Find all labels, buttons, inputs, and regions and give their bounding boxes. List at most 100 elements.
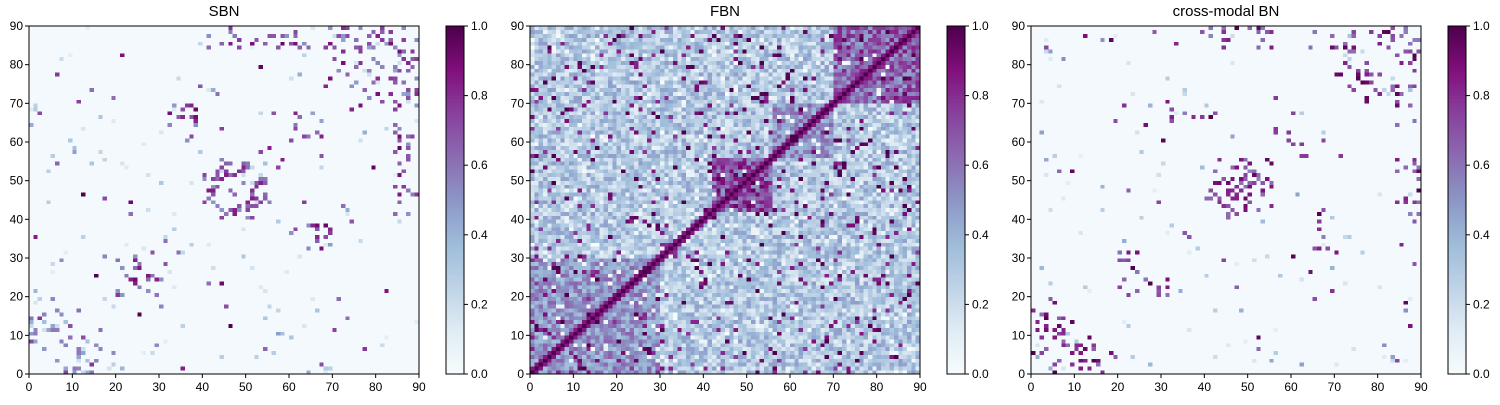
heatmap-cell bbox=[319, 242, 324, 247]
heatmap-cell bbox=[341, 350, 346, 355]
heatmap-cell bbox=[180, 269, 186, 274]
heatmap-cell bbox=[150, 192, 155, 197]
heatmap-cell bbox=[141, 234, 147, 239]
heatmap-cell bbox=[306, 358, 311, 363]
heatmap-cell bbox=[115, 370, 121, 375]
heatmap-cell bbox=[414, 273, 420, 278]
heatmap-cell bbox=[345, 366, 350, 371]
heatmap-cell bbox=[401, 350, 407, 355]
heatmap-cell bbox=[94, 316, 99, 321]
heatmap-cell bbox=[362, 211, 368, 216]
heatmap-cell bbox=[293, 254, 298, 259]
heatmap-cell bbox=[232, 227, 238, 232]
heatmap-cell bbox=[367, 346, 372, 352]
heatmap-cell bbox=[219, 331, 225, 336]
heatmap-cell bbox=[345, 335, 350, 340]
heatmap-cell bbox=[406, 188, 411, 193]
heatmap-cell bbox=[219, 192, 225, 197]
heatmap-cell bbox=[146, 203, 151, 209]
heatmap-cell bbox=[72, 362, 77, 367]
heatmap-cell bbox=[267, 265, 272, 270]
heatmap-cell bbox=[211, 157, 216, 162]
heatmap-cell bbox=[159, 234, 164, 239]
heatmap-cell bbox=[289, 370, 294, 375]
heatmap-cell bbox=[367, 169, 372, 174]
heatmap-cell bbox=[42, 176, 47, 181]
heatmap-cell bbox=[332, 273, 337, 278]
heatmap-cell bbox=[306, 215, 311, 220]
heatmap-cell bbox=[354, 242, 359, 247]
heatmap-cell bbox=[167, 292, 173, 297]
heatmap-cell bbox=[280, 362, 285, 367]
heatmap-cell bbox=[215, 339, 220, 344]
heatmap-cell bbox=[375, 207, 381, 212]
heatmap-cell bbox=[163, 219, 168, 224]
heatmap-cell bbox=[336, 312, 342, 317]
heatmap-cell bbox=[107, 339, 112, 344]
heatmap-cell bbox=[384, 165, 389, 170]
heatmap-cell bbox=[362, 296, 368, 301]
heatmap-cell bbox=[401, 273, 407, 278]
heatmap-cell bbox=[297, 362, 303, 367]
heatmap-cell bbox=[332, 296, 337, 301]
heatmap-cell bbox=[167, 265, 173, 270]
heatmap-cell bbox=[180, 200, 186, 205]
heatmap-cell bbox=[284, 358, 290, 363]
heatmap-cell bbox=[388, 285, 394, 290]
heatmap-cell bbox=[98, 196, 103, 201]
heatmap-cell bbox=[107, 172, 112, 178]
heatmap-cell bbox=[293, 285, 298, 290]
heatmap-cell bbox=[42, 172, 47, 178]
heatmap-cell bbox=[55, 269, 60, 274]
heatmap-cell bbox=[315, 331, 320, 336]
heatmap-cell bbox=[180, 223, 186, 228]
heatmap-cell bbox=[124, 296, 129, 301]
heatmap-cell bbox=[250, 269, 255, 274]
heatmap-cell bbox=[202, 331, 207, 336]
heatmap-cell bbox=[323, 223, 329, 228]
heatmap-cell bbox=[98, 161, 103, 166]
heatmap-cell bbox=[245, 312, 251, 317]
heatmap-cell bbox=[332, 161, 337, 166]
heatmap-cell bbox=[258, 211, 264, 216]
heatmap-cell bbox=[319, 350, 324, 355]
heatmap-cell bbox=[81, 157, 86, 162]
heatmap-cell bbox=[258, 254, 264, 259]
heatmap-cell bbox=[380, 316, 385, 321]
heatmap-cell bbox=[228, 258, 233, 263]
heatmap-cell bbox=[336, 219, 342, 224]
heatmap-cell bbox=[72, 172, 77, 178]
heatmap-cell bbox=[293, 165, 298, 170]
heatmap-cell bbox=[37, 207, 43, 212]
heatmap-cell bbox=[167, 277, 173, 282]
heatmap-cell bbox=[284, 176, 290, 181]
heatmap-cell bbox=[76, 281, 82, 286]
heatmap-cell bbox=[401, 300, 407, 305]
heatmap-cell bbox=[124, 366, 129, 371]
heatmap-cell bbox=[42, 219, 47, 224]
heatmap-cell bbox=[172, 370, 177, 375]
heatmap-cell bbox=[46, 188, 51, 193]
heatmap-cell bbox=[267, 346, 272, 352]
heatmap-cell bbox=[133, 308, 138, 313]
heatmap-cell bbox=[94, 223, 99, 228]
heatmap-cell bbox=[172, 211, 177, 216]
heatmap-cell bbox=[341, 362, 346, 367]
heatmap-cell bbox=[146, 180, 151, 185]
heatmap-cell bbox=[150, 184, 155, 189]
heatmap-cell bbox=[37, 161, 43, 166]
heatmap-cell bbox=[263, 277, 268, 282]
heatmap-cell bbox=[111, 169, 116, 174]
heatmap-cell bbox=[185, 316, 190, 321]
heatmap-cell bbox=[397, 269, 402, 274]
heatmap-cell bbox=[198, 335, 203, 340]
heatmap-cell bbox=[349, 316, 355, 321]
heatmap-cell bbox=[280, 180, 285, 185]
heatmap-cell bbox=[362, 339, 368, 344]
heatmap-cell bbox=[328, 215, 333, 220]
heatmap-cell bbox=[163, 227, 168, 232]
heatmap-cell bbox=[150, 308, 155, 313]
heatmap-cell bbox=[232, 288, 238, 294]
heatmap-cell bbox=[250, 346, 255, 352]
heatmap-cell bbox=[102, 211, 108, 216]
